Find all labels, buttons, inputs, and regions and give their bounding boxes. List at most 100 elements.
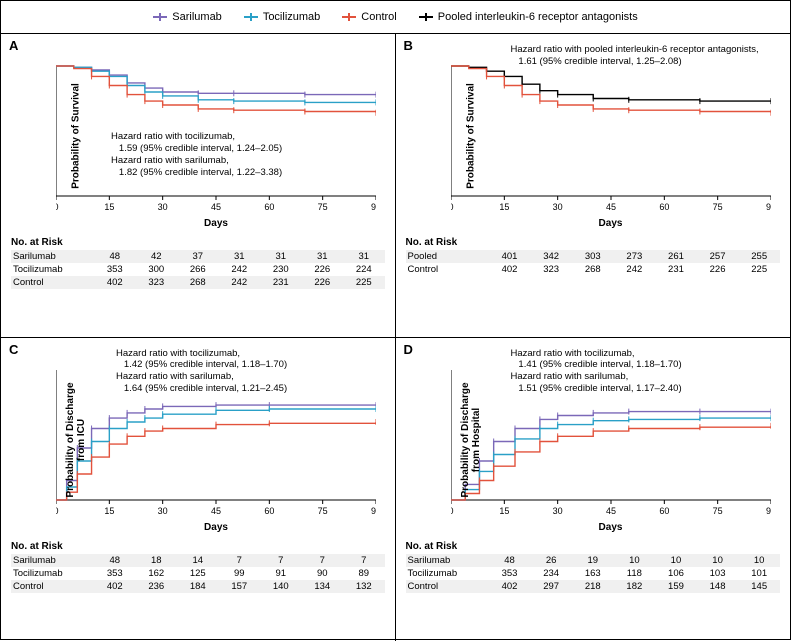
risk-cell: 31 <box>343 250 385 263</box>
panel-c: C Probability of Discharge from ICU00.200… <box>1 338 396 641</box>
risk-cell: 106 <box>655 567 697 580</box>
risk-cell: 7 <box>219 554 261 567</box>
risk-cell: 103 <box>697 567 739 580</box>
svg-text:0: 0 <box>451 506 454 516</box>
risk-cell: 134 <box>302 580 344 593</box>
series-control <box>56 66 376 113</box>
row-label: Pooled <box>406 250 489 263</box>
risk-cell: 19 <box>572 554 614 567</box>
risk-cell: 297 <box>530 580 572 593</box>
svg-text:0: 0 <box>451 202 454 212</box>
risk-cell: 242 <box>219 263 261 276</box>
y-axis-label: Probability of Survival <box>71 76 82 196</box>
table-row: Control402323268242231226225 <box>406 263 781 276</box>
legend-swatch-tocilizumab <box>244 16 258 18</box>
svg-text:45: 45 <box>605 202 615 212</box>
row-label: Sarilumab <box>11 554 94 567</box>
risk-cell: 402 <box>94 276 136 289</box>
risk-cell: 353 <box>94 567 136 580</box>
x-axis-label: Days <box>451 218 771 229</box>
risk-table: Pooled401342303273261257255Control402323… <box>406 250 781 276</box>
panel-letter: B <box>404 38 413 53</box>
row-label: Tocilizumab <box>11 263 94 276</box>
risk-cell: 14 <box>177 554 219 567</box>
y-axis-label: Probability of Discharge from ICU <box>65 380 87 500</box>
risk-cell: 224 <box>343 263 385 276</box>
svg-text:45: 45 <box>211 506 221 516</box>
legend-tocilizumab: Tocilizumab <box>244 11 320 23</box>
x-axis-label: Days <box>56 522 376 533</box>
row-label: Sarilumab <box>11 250 94 263</box>
svg-text:15: 15 <box>499 506 509 516</box>
hazard-ratio-text: Hazard ratio with tocilizumab, 1.41 (95%… <box>511 348 682 396</box>
svg-text:45: 45 <box>211 202 221 212</box>
risk-cell: 31 <box>260 250 302 263</box>
svg-text:75: 75 <box>712 506 722 516</box>
x-axis-label: Days <box>451 522 771 533</box>
risk-cell: 10 <box>697 554 739 567</box>
svg-text:60: 60 <box>264 506 274 516</box>
svg-text:60: 60 <box>264 202 274 212</box>
series-sarilumab <box>56 405 376 500</box>
risk-cell: 91 <box>260 567 302 580</box>
y-axis-label: Probability of Survival <box>465 76 476 196</box>
risk-cell: 7 <box>302 554 344 567</box>
risk-cell: 226 <box>697 263 739 276</box>
risk-cell: 402 <box>489 580 531 593</box>
risk-cell: 99 <box>219 567 261 580</box>
svg-text:75: 75 <box>318 202 328 212</box>
risk-cell: 225 <box>343 276 385 289</box>
chart: Probability of Discharge from Hospital00… <box>451 360 771 520</box>
x-axis-label: Days <box>56 218 376 229</box>
svg-text:75: 75 <box>712 202 722 212</box>
legend-label: Sarilumab <box>172 11 222 23</box>
risk-cell: 231 <box>260 276 302 289</box>
risk-cell: 145 <box>738 580 780 593</box>
risk-cell: 257 <box>697 250 739 263</box>
risk-cell: 184 <box>177 580 219 593</box>
risk-cell: 261 <box>655 250 697 263</box>
risk-cell: 236 <box>136 580 178 593</box>
svg-text:30: 30 <box>158 202 168 212</box>
risk-cell: 182 <box>614 580 656 593</box>
risk-cell: 118 <box>614 567 656 580</box>
svg-text:90: 90 <box>371 506 376 516</box>
row-label: Control <box>406 580 489 593</box>
series-control <box>451 425 771 499</box>
risk-header: No. at Risk <box>406 541 781 552</box>
risk-cell: 268 <box>572 263 614 276</box>
legend-swatch-sarilumab <box>153 16 167 18</box>
risk-cell: 255 <box>738 250 780 263</box>
series-sarilumab <box>451 411 771 499</box>
row-label: Sarilumab <box>406 554 489 567</box>
svg-text:75: 75 <box>318 506 328 516</box>
svg-text:30: 30 <box>552 506 562 516</box>
risk-header: No. at Risk <box>11 237 385 248</box>
series-control <box>56 422 376 500</box>
risk-cell: 162 <box>136 567 178 580</box>
svg-text:15: 15 <box>104 202 114 212</box>
risk-cell: 37 <box>177 250 219 263</box>
svg-text:30: 30 <box>158 506 168 516</box>
legend-swatch-pooled <box>419 16 433 18</box>
risk-cell: 90 <box>302 567 344 580</box>
risk-cell: 48 <box>94 250 136 263</box>
risk-cell: 234 <box>530 567 572 580</box>
risk-header: No. at Risk <box>11 541 385 552</box>
risk-cell: 89 <box>343 567 385 580</box>
risk-cell: 242 <box>614 263 656 276</box>
chart: Probability of Discharge from ICU00.200.… <box>56 360 376 520</box>
risk-cell: 10 <box>738 554 780 567</box>
panel-grid: AProbability of Survival00.200.400.600.8… <box>1 34 790 641</box>
risk-cell: 323 <box>136 276 178 289</box>
risk-cell: 7 <box>343 554 385 567</box>
panel-letter: C <box>9 342 18 357</box>
chart: Probability of Survival00.200.400.600.80… <box>56 56 376 216</box>
risk-cell: 225 <box>738 263 780 276</box>
hazard-ratio-text: Hazard ratio with tocilizumab, 1.59 (95%… <box>111 131 282 179</box>
risk-cell: 132 <box>343 580 385 593</box>
risk-cell: 48 <box>94 554 136 567</box>
table-row: Control402297218182159148145 <box>406 580 781 593</box>
risk-cell: 31 <box>219 250 261 263</box>
risk-cell: 231 <box>655 263 697 276</box>
